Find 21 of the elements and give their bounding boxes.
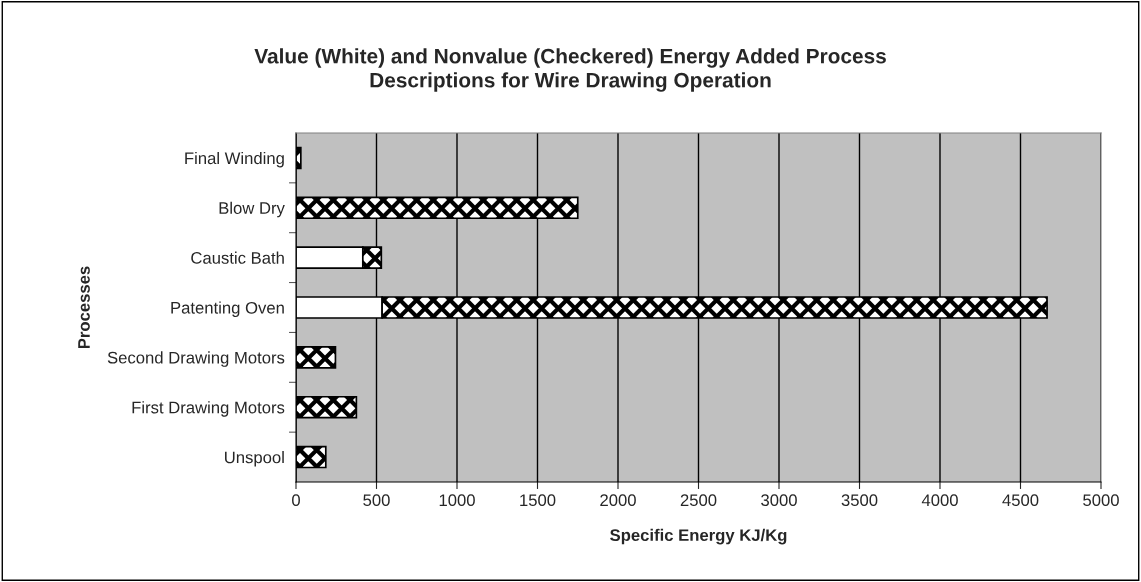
x-tick-label: 500 [363,494,390,507]
y-tick-label: Caustic Bath [191,251,284,264]
y-tick-label: Patenting Oven [171,301,284,317]
x-axis-title: Specific Energy KJ/Kg [610,528,787,545]
x-tick-label: 2500 [680,494,717,507]
x-tick-label: 2000 [600,494,636,507]
x-tick-label: 0 [292,494,300,507]
y-tick-label: Blow Dry [219,201,285,218]
x-tick-label: 3500 [841,494,878,507]
y-axis-title: Processes [78,266,90,349]
y-tick-label: Final Winding [185,151,284,168]
x-tick-label: 1500 [520,494,556,507]
x-tick-label: 4000 [921,494,958,507]
x-tick-label: 1000 [439,494,475,507]
y-tick-label: Unspool [225,451,284,467]
x-tick-label: 5000 [1083,494,1119,507]
x-tick-label: 3000 [761,494,797,507]
y-tick-label: Second Drawing Motors [107,351,285,367]
chart-title: Value (White) and Nonvalue (Checkered) Energy Added Process Descriptions for Wire Drawing Operation [254,48,886,92]
y-tick-label: First Drawing Motors [132,401,285,417]
x-tick-label: 4500 [1002,494,1039,507]
